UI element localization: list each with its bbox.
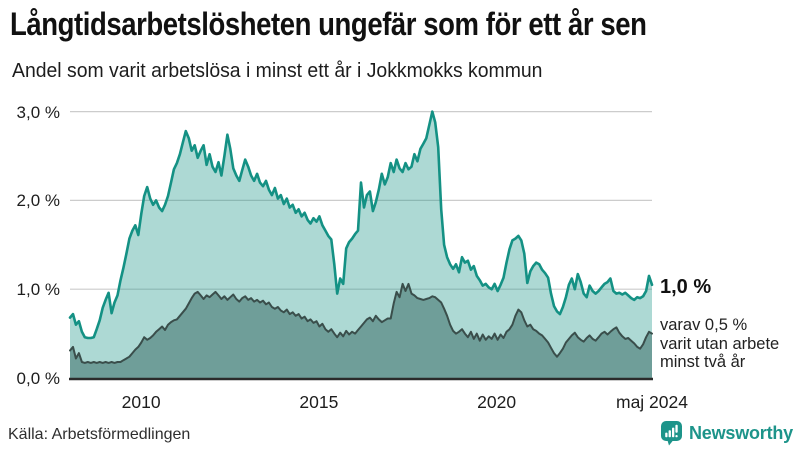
x-axis-label: maj 2024 — [616, 392, 688, 412]
line-at-least-two-years — [69, 282, 653, 364]
latest-value-label: 1,0 % — [660, 276, 712, 298]
newsworthy-logo-icon — [660, 421, 682, 446]
y-axis-label: 3,0 % — [16, 102, 60, 122]
secondary-series-annotation: varav 0,5 % varit utan arbete minst två … — [660, 316, 779, 372]
x-axis-label: 2010 — [121, 392, 161, 412]
annotation-line: varav 0,5 % — [660, 316, 748, 334]
area-at-least-two-years — [70, 283, 652, 378]
source-note: Källa: Arbetsförmedlingen — [8, 426, 191, 443]
brand-name: Newsworthy — [688, 422, 793, 443]
line-at-least-one-year — [68, 110, 654, 340]
page-title: Långtidsarbetslösheten ungefär som för e… — [10, 6, 647, 42]
x-axis-label: 2020 — [477, 392, 517, 412]
annotation-line: minst två år — [660, 353, 746, 371]
x-axis-label: 2015 — [299, 392, 339, 412]
y-axis-label: 0,0 % — [16, 369, 60, 388]
y-axis-label: 2,0 % — [16, 191, 60, 211]
page-subtitle: Andel som varit arbetslösa i minst ett å… — [12, 60, 543, 82]
annotation-line: varit utan arbete — [660, 334, 780, 353]
y-axis-label: 1,0 % — [16, 280, 60, 300]
newsworthy-brand[interactable]: Newsworthy — [660, 420, 793, 446]
